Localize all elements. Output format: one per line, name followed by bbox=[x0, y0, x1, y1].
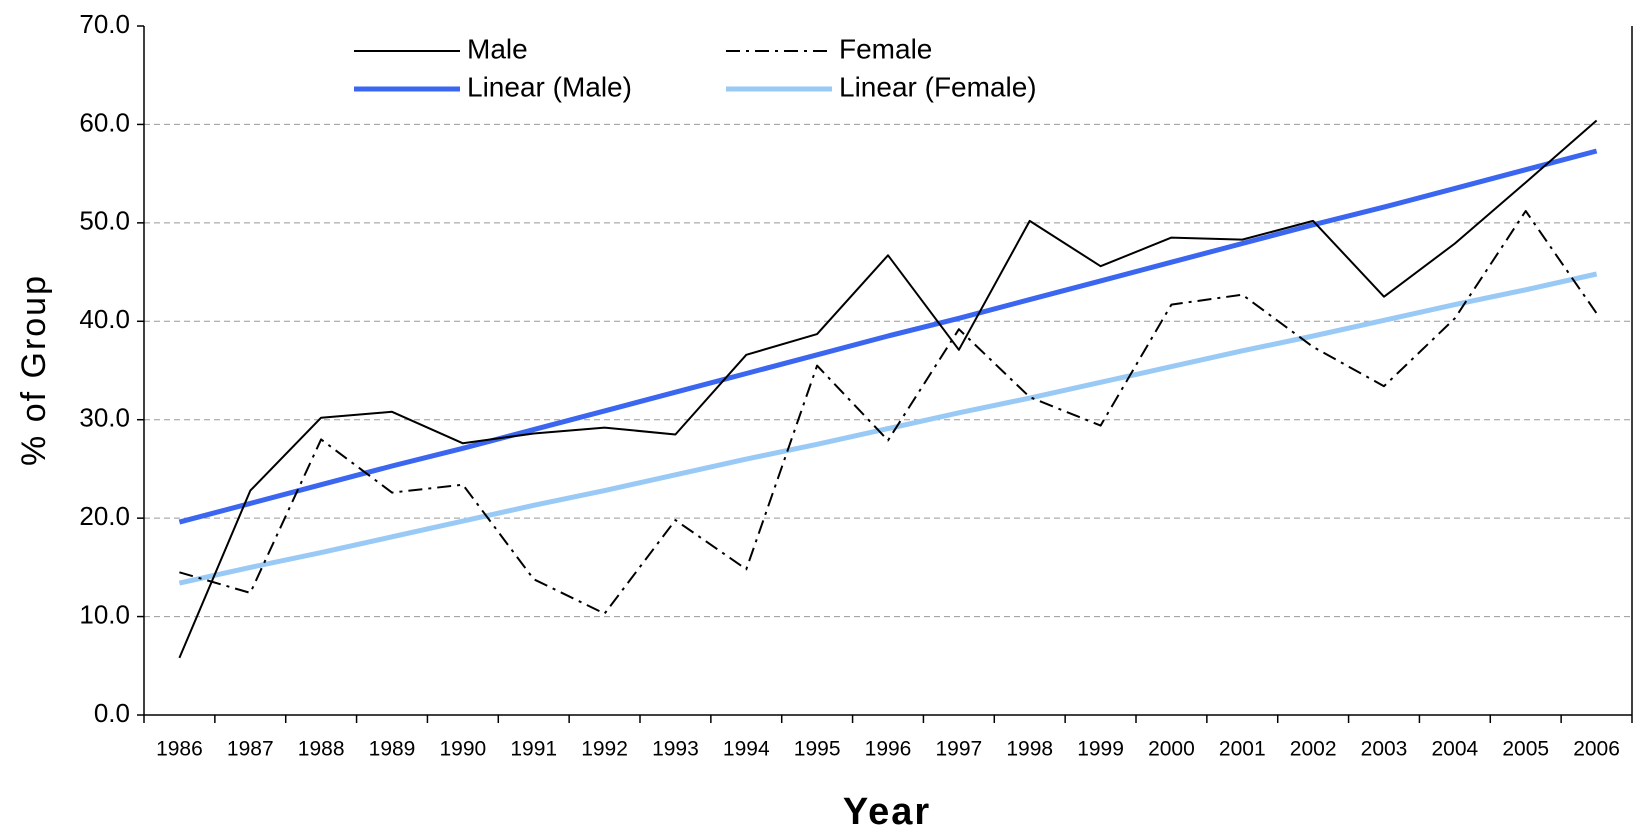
x-tick-label: 1988 bbox=[298, 738, 345, 761]
y-tick-label: 0.0 bbox=[94, 698, 130, 728]
x-tick-label: 1987 bbox=[227, 738, 274, 761]
x-tick-label: 1992 bbox=[581, 738, 628, 761]
x-tick-label: 1990 bbox=[439, 738, 486, 761]
legend-label: Linear (Female) bbox=[839, 71, 1037, 102]
y-tick-label: 10.0 bbox=[79, 599, 130, 629]
x-tick-label: 1997 bbox=[935, 738, 982, 761]
x-tick-label: 2002 bbox=[1290, 738, 1337, 761]
x-tick-label: 1989 bbox=[369, 738, 416, 761]
y-tick-label: 30.0 bbox=[79, 403, 130, 433]
x-tick-label: 2006 bbox=[1573, 738, 1620, 761]
x-axis-label: Year bbox=[843, 791, 931, 833]
x-tick-label: 1994 bbox=[723, 738, 770, 761]
y-tick-label: 40.0 bbox=[79, 304, 130, 334]
y-tick-label: 20.0 bbox=[79, 501, 130, 531]
x-tick-label: 1996 bbox=[865, 738, 912, 761]
x-tick-label: 1998 bbox=[1006, 738, 1053, 761]
legend-label: Linear (Male) bbox=[467, 71, 632, 102]
y-tick-label: 50.0 bbox=[79, 206, 130, 236]
y-tick-label: 60.0 bbox=[79, 107, 130, 137]
x-tick-label: 1991 bbox=[510, 738, 557, 761]
x-tick-label: 1986 bbox=[156, 738, 203, 761]
x-tick-label: 1999 bbox=[1077, 738, 1124, 761]
x-tick-label: 2003 bbox=[1361, 738, 1408, 761]
legend-label: Male bbox=[467, 33, 528, 64]
x-tick-label: 1993 bbox=[652, 738, 699, 761]
x-tick-label: 2004 bbox=[1431, 738, 1478, 761]
x-tick-label: 1995 bbox=[794, 738, 841, 761]
legend-label: Female bbox=[839, 33, 932, 64]
x-tick-label: 2000 bbox=[1148, 738, 1195, 761]
y-tick-label: 70.0 bbox=[79, 9, 130, 39]
y-axis-label: % of Group bbox=[15, 274, 53, 466]
data-line bbox=[178, 148, 1598, 525]
data-line bbox=[178, 119, 1598, 659]
data-line bbox=[179, 210, 1598, 615]
x-tick-label: 2001 bbox=[1219, 738, 1266, 761]
data-line bbox=[178, 271, 1598, 586]
x-tick-label: 2005 bbox=[1502, 738, 1549, 761]
